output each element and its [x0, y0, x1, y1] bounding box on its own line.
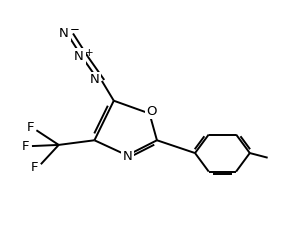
- Text: −: −: [69, 23, 79, 36]
- Text: F: F: [31, 161, 39, 174]
- Text: N: N: [59, 27, 69, 40]
- Text: +: +: [85, 48, 93, 58]
- Text: N: N: [90, 73, 99, 86]
- Text: F: F: [27, 121, 34, 134]
- Text: F: F: [22, 139, 30, 153]
- Text: N: N: [122, 150, 132, 163]
- Text: N: N: [74, 50, 84, 63]
- Text: O: O: [146, 105, 157, 118]
